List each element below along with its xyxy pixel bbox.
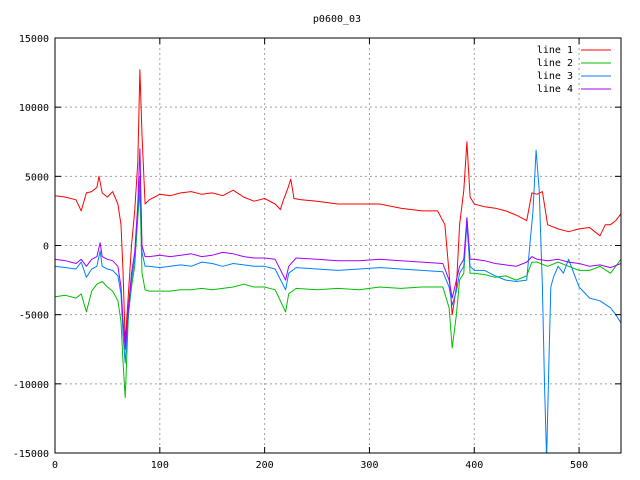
- series-line-2: [55, 189, 621, 399]
- legend-label-1: line 1: [537, 45, 573, 56]
- x-tick-label: 300: [360, 460, 378, 471]
- grid-lines: [55, 38, 621, 453]
- legend-label-2: line 2: [537, 58, 573, 69]
- series-layer: [55, 69, 621, 453]
- y-tick-label: 10000: [19, 103, 49, 114]
- y-tick-label: -15000: [13, 449, 49, 460]
- x-tick-label: 500: [570, 460, 588, 471]
- x-tick-label: 100: [151, 460, 169, 471]
- legend-label-3: line 3: [537, 71, 573, 82]
- x-tick-label: 400: [465, 460, 483, 471]
- y-tick-label: -5000: [19, 311, 49, 322]
- legend-label-4: line 4: [537, 84, 573, 95]
- chart-title: p0600_03: [313, 14, 361, 25]
- y-axis: -15000 -10000 -5000 0 5000 10000 15000: [13, 34, 621, 460]
- series-line-4: [55, 148, 621, 350]
- x-tick-label: 0: [52, 460, 58, 471]
- series-line-1: [55, 69, 621, 343]
- y-tick-label: 15000: [19, 34, 49, 45]
- legend: line 1 line 2 line 3 line 4: [537, 45, 611, 95]
- y-tick-label: -10000: [13, 380, 49, 391]
- y-tick-label: 5000: [25, 172, 49, 183]
- y-tick-label: 0: [43, 242, 49, 253]
- x-axis: 0 100 200 300 400 500: [52, 38, 588, 471]
- x-tick-label: 200: [256, 460, 274, 471]
- series-line-3: [55, 149, 621, 453]
